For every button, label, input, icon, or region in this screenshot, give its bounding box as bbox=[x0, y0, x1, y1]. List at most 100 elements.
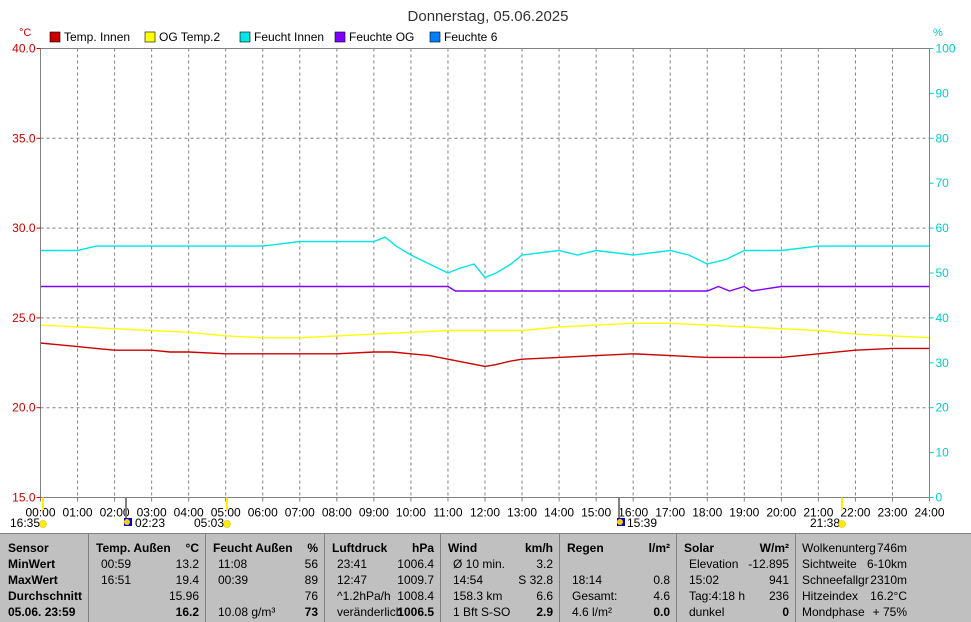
extra-row-value: 6-10km bbox=[866, 557, 907, 571]
pressure-column: Luftdruck hPa 23:41 1006.4 12:47 1009.7 ^1.2hP… bbox=[324, 534, 440, 622]
wind-column: Wind km/h Ø 10 min. 3.2 14:54 S 32.8 158.3 km 6… bbox=[440, 534, 559, 622]
temp-row-label: 00:59 bbox=[101, 557, 132, 571]
x-tick-label: 19:00 bbox=[729, 506, 759, 520]
extra-row-label: Sichtweite bbox=[802, 557, 857, 571]
marker-time-label: 02:23 bbox=[135, 516, 165, 530]
feucht-row-label: 10.08 g/m³ bbox=[218, 605, 276, 619]
solar-row-value: 0 bbox=[782, 605, 789, 619]
regen-row-value: 0.8 bbox=[653, 573, 670, 587]
chart: Donnerstag, 05.06.2025 °C % Temp. Innen O… bbox=[10, 8, 956, 530]
sun-icon bbox=[838, 520, 846, 528]
series-lines bbox=[40, 236, 930, 368]
wind-row-value: S 32.8 bbox=[518, 573, 553, 587]
x-tick-label: 17:00 bbox=[655, 506, 685, 520]
regen-row-label: 18:14 bbox=[572, 573, 603, 587]
legend-label: Temp. Innen bbox=[64, 30, 130, 44]
max-label: MaxWert bbox=[8, 573, 58, 587]
min-label: MinWert bbox=[8, 557, 56, 571]
left-tick-label: 15.0 bbox=[12, 491, 36, 505]
marker-time-label: 16:35 bbox=[10, 516, 40, 530]
feucht-row-value: 76 bbox=[304, 589, 318, 603]
right-tick-label: 40 bbox=[936, 311, 950, 325]
right-tick-label: 60 bbox=[936, 221, 950, 235]
feucht-unit: % bbox=[307, 541, 318, 555]
temp-row-value: 13.2 bbox=[175, 557, 199, 571]
extra-row-value: 16.2°C bbox=[870, 589, 907, 603]
luft-row-label: 23:41 bbox=[337, 557, 368, 571]
current-label: 05.06. 23:59 bbox=[8, 605, 76, 619]
left-tick-label: 25.0 bbox=[12, 311, 36, 325]
x-tick-label: 04:00 bbox=[174, 506, 204, 520]
regen-row-value: 0.0 bbox=[653, 605, 670, 619]
x-tick-label: 01:00 bbox=[63, 506, 93, 520]
feucht-row-label: 00:39 bbox=[218, 573, 249, 587]
luft-unit: hPa bbox=[411, 541, 434, 555]
legend-label: Feuchte 6 bbox=[444, 30, 498, 44]
axis-ticks: 00:00 01:00 02:00 03:00 04:00 05:00 06:00 07:00… bbox=[12, 42, 956, 520]
legend-label: Feuchte OG bbox=[349, 30, 414, 44]
legend-swatch bbox=[49, 31, 61, 43]
luft-header: Luftdruck bbox=[332, 541, 388, 555]
legend-label: Feucht Innen bbox=[254, 30, 324, 44]
wind-row-value: 3.2 bbox=[536, 557, 553, 571]
solar-row-label: Tag:4:18 h bbox=[689, 589, 746, 603]
x-tick-label: 06:00 bbox=[248, 506, 278, 520]
legend-swatch bbox=[144, 31, 156, 43]
x-tick-label: 08:00 bbox=[322, 506, 352, 520]
chart-title: Donnerstag, 05.06.2025 bbox=[408, 8, 569, 25]
x-tick-label: 09:00 bbox=[359, 506, 389, 520]
luft-row-label: ^1.2hPa/h bbox=[337, 589, 391, 603]
marker-time-label: 15:39 bbox=[627, 516, 657, 530]
wind-row-value: 6.6 bbox=[536, 589, 553, 603]
wind-row-label: 14:54 bbox=[453, 573, 484, 587]
grid bbox=[40, 48, 930, 498]
right-tick-label: 20 bbox=[936, 401, 950, 415]
marker-time-label: 21:38 bbox=[810, 516, 840, 530]
feucht-row-value: 56 bbox=[304, 557, 318, 571]
regen-row-label: 4.6 l/m² bbox=[572, 605, 613, 619]
luft-row-value: 1008.4 bbox=[397, 589, 434, 603]
temp-unit: °C bbox=[185, 541, 199, 555]
temp-column: Temp. Außen °C 00:59 13.2 16:51 19.4 15.96 16.2 bbox=[88, 534, 205, 622]
x-tick-label: 11:00 bbox=[433, 506, 462, 520]
x-tick-label: 22:00 bbox=[840, 506, 870, 520]
x-tick-label: 23:00 bbox=[877, 506, 907, 520]
right-tick-label: 0 bbox=[936, 491, 943, 505]
solar-column: Solar W/m² Elevation -12.895 15:02 941 Tag:4:1… bbox=[676, 534, 795, 622]
temp-header: Temp. Außen bbox=[96, 541, 171, 555]
temp-row-value: 15.96 bbox=[168, 589, 199, 603]
feucht-header: Feucht Außen bbox=[213, 541, 293, 555]
marker-time-label: 05:03 bbox=[194, 516, 224, 530]
wind-row-label: 158.3 km bbox=[453, 589, 503, 603]
extra-column: Wolkenunterg 746m Sichtweite 6-10km Schneefa… bbox=[795, 534, 913, 622]
left-tick-label: 20.0 bbox=[12, 401, 36, 415]
wind-row-value: 2.9 bbox=[536, 605, 553, 619]
wind-unit: km/h bbox=[524, 541, 553, 555]
sun-icon bbox=[39, 520, 47, 528]
luft-row-value: 1006.5 bbox=[397, 605, 434, 619]
left-tick-label: 35.0 bbox=[12, 131, 36, 145]
solar-row-label: Elevation bbox=[689, 557, 739, 571]
left-tick-label: 40.0 bbox=[12, 42, 36, 56]
humidity-column: Feucht Außen% 11:08 56 00:39 89 76 10.08 g/m³ 7… bbox=[205, 534, 324, 622]
legend: Temp. Innen OG Temp.2 Feucht Innen Feuchte … bbox=[49, 30, 498, 44]
extra-row-label: Wolkenunterg bbox=[802, 541, 876, 555]
temp-row-label: 16:51 bbox=[101, 573, 132, 587]
legend-swatch bbox=[429, 31, 441, 43]
regen-row-value: 4.6 bbox=[653, 589, 670, 603]
solar-row-value: 236 bbox=[768, 589, 789, 603]
x-tick-label: 00:00 bbox=[25, 506, 55, 520]
x-tick-label: 02:00 bbox=[100, 506, 130, 520]
extra-row-value: 2310m bbox=[870, 573, 907, 587]
sensor-column: Sensor MinWert MaxWert Durchschnitt 05.0… bbox=[0, 534, 88, 622]
moon-icon bbox=[124, 519, 130, 525]
x-tick-label: 05:00 bbox=[211, 506, 241, 520]
right-tick-label: 80 bbox=[936, 131, 950, 145]
rain-column: Regen l/m² 18:14 0.8 Gesamt: 4.6 4.6 l/m² 0.0 bbox=[559, 534, 676, 622]
regen-unit: l/m² bbox=[648, 541, 670, 555]
legend-label: OG Temp.2 bbox=[159, 30, 220, 44]
sensor-header: Sensor bbox=[8, 541, 49, 555]
extra-row-label: Schneefallgr bbox=[802, 573, 869, 587]
right-tick-label: 100 bbox=[936, 42, 956, 56]
series-line-temp-innen bbox=[40, 342, 930, 368]
